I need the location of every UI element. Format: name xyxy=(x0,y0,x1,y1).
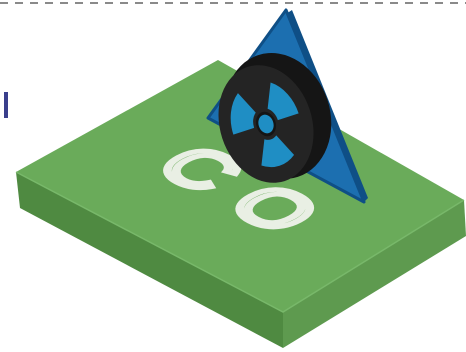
slab-right-face xyxy=(283,200,466,348)
radiation-hazard-icon xyxy=(218,53,332,183)
slab-left-face xyxy=(16,172,283,348)
top-dashed-border xyxy=(0,2,466,4)
left-edge-mark xyxy=(4,92,8,118)
slab-top-face xyxy=(16,60,464,312)
